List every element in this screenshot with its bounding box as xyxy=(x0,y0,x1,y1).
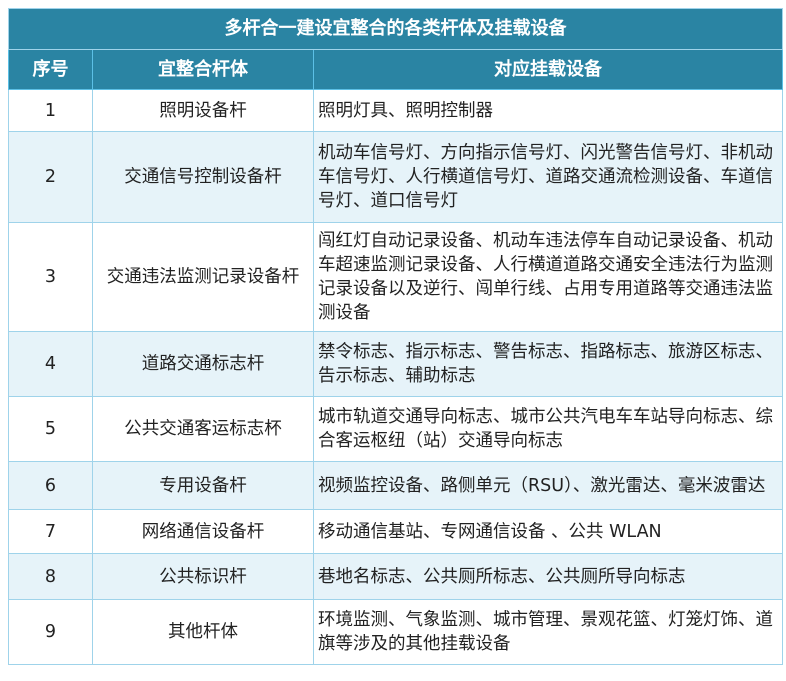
table-row: 4 道路交通标志杆 禁令标志、指示标志、警告标志、指路标志、旅游区标志、告示标志、辅… xyxy=(8,331,783,397)
column-header-devices: 对应挂载设备 xyxy=(313,49,783,90)
column-header-no: 序号 xyxy=(8,49,93,90)
mounted-devices: 巷地名标志、公共厕所标志、公共厕所导向标志 xyxy=(313,553,783,600)
table-row: 1 照明设备杆 照明灯具、照明控制器 xyxy=(8,89,783,132)
pole-type: 其他杆体 xyxy=(92,599,314,665)
pole-type: 公共标识杆 xyxy=(92,553,314,600)
table-row: 2 交通信号控制设备杆 机动车信号灯、方向指示信号灯、闪光警告信号灯、非机动车信号灯… xyxy=(8,131,783,223)
row-number: 2 xyxy=(8,131,93,223)
row-number: 9 xyxy=(8,599,93,665)
pole-type: 专用设备杆 xyxy=(92,461,314,510)
mounted-devices: 环境监测、气象监测、城市管理、景观花篮、灯笼灯饰、道旗等涉及的其他挂载设备 xyxy=(313,599,783,665)
table-row: 5 公共交通客运标志杯 城市轨道交通导向标志、城市公共汽电车车站导向标志、综合客运枢… xyxy=(8,396,783,462)
row-number: 1 xyxy=(8,89,93,132)
row-number: 5 xyxy=(8,396,93,462)
pole-type: 网络通信设备杆 xyxy=(92,509,314,554)
table-row: 6 专用设备杆 视频监控设备、路侧单元（RSU）、激光雷达、毫米波雷达 xyxy=(8,461,783,510)
mounted-devices: 视频监控设备、路侧单元（RSU）、激光雷达、毫米波雷达 xyxy=(313,461,783,510)
table-row: 8 公共标识杆 巷地名标志、公共厕所标志、公共厕所导向标志 xyxy=(8,553,783,600)
mounted-devices: 照明灯具、照明控制器 xyxy=(313,89,783,132)
mounted-devices: 城市轨道交通导向标志、城市公共汽电车车站导向标志、综合客运枢纽（站）交通导向标志 xyxy=(313,396,783,462)
pole-type: 照明设备杆 xyxy=(92,89,314,132)
row-number: 7 xyxy=(8,509,93,554)
column-header-pole: 宜整合杆体 xyxy=(92,49,314,90)
row-number: 4 xyxy=(8,331,93,397)
mounted-devices: 禁令标志、指示标志、警告标志、指路标志、旅游区标志、告示标志、辅助标志 xyxy=(313,331,783,397)
pole-type: 公共交通客运标志杯 xyxy=(92,396,314,462)
pole-type: 交通违法监测记录设备杆 xyxy=(92,222,314,332)
mounted-devices: 移动通信基站、专网通信设备 、公共 WLAN xyxy=(313,509,783,554)
mounted-devices: 闯红灯自动记录设备、机动车违法停车自动记录设备、机动车超速监测记录设备、人行横道… xyxy=(313,222,783,332)
table-title: 多杆合一建设宜整合的各类杆体及挂载设备 xyxy=(8,8,783,50)
pole-equipment-table: 多杆合一建设宜整合的各类杆体及挂载设备 序号 宜整合杆体 对应挂载设备 1 照明设… xyxy=(8,8,783,665)
row-number: 8 xyxy=(8,553,93,600)
mounted-devices: 机动车信号灯、方向指示信号灯、闪光警告信号灯、非机动车信号灯、人行横道信号灯、道… xyxy=(313,131,783,223)
table-row: 7 网络通信设备杆 移动通信基站、专网通信设备 、公共 WLAN xyxy=(8,509,783,554)
pole-type: 道路交通标志杆 xyxy=(92,331,314,397)
table-row: 3 交通违法监测记录设备杆 闯红灯自动记录设备、机动车违法停车自动记录设备、机动车超… xyxy=(8,222,783,332)
row-number: 6 xyxy=(8,461,93,510)
row-number: 3 xyxy=(8,222,93,332)
pole-type: 交通信号控制设备杆 xyxy=(92,131,314,223)
table-row: 9 其他杆体 环境监测、气象监测、城市管理、景观花篮、灯笼灯饰、道旗等涉及的其他挂载… xyxy=(8,599,783,665)
